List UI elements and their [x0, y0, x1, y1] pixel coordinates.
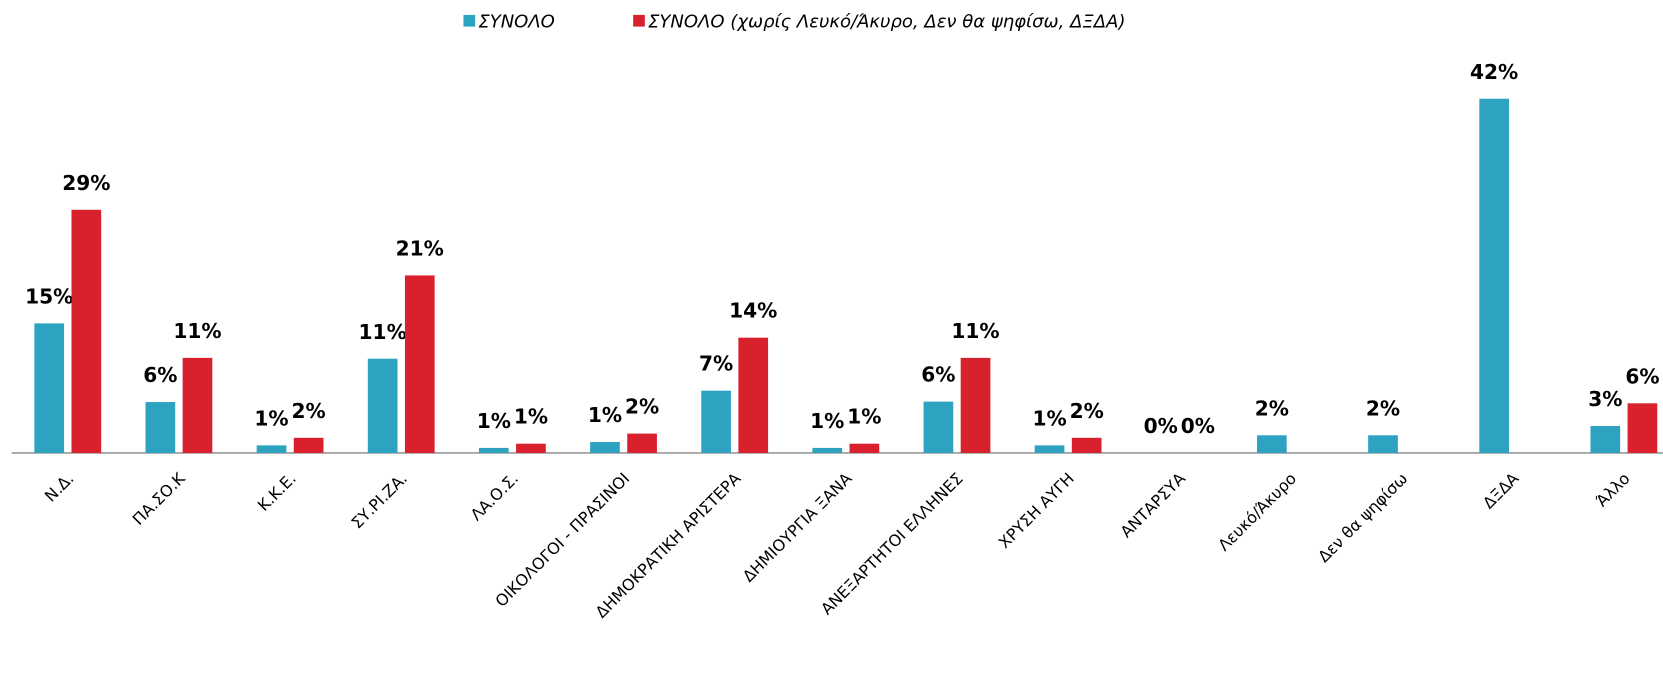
- bar: [367, 358, 398, 453]
- value-label: 6%: [143, 363, 177, 387]
- bar: [34, 323, 65, 453]
- bar: [1034, 445, 1065, 453]
- bar: [516, 443, 546, 453]
- value-label: 7%: [699, 352, 733, 376]
- value-label: 1%: [514, 405, 548, 429]
- legend-label: ΣΥΝΟΛΟ: [478, 11, 555, 32]
- value-label: 6%: [921, 363, 955, 387]
- value-label: 15%: [25, 284, 73, 308]
- value-label: 21%: [396, 236, 444, 260]
- bar: [1590, 426, 1621, 453]
- bar: [627, 433, 657, 453]
- value-label: 42%: [1470, 60, 1518, 84]
- bar: [738, 337, 769, 453]
- value-label: 11%: [173, 319, 221, 343]
- legend: ΣΥΝΟΛΟ ΣΥΝΟΛΟ (χωρίς Λευκό/Άκυρο, Δεν θα …: [463, 11, 1125, 32]
- bar: [1257, 435, 1287, 453]
- value-label: 1%: [477, 409, 511, 433]
- bar: [478, 447, 509, 453]
- value-label: 29%: [62, 171, 110, 195]
- bar: [812, 447, 843, 453]
- bar: [404, 275, 435, 453]
- bar: [71, 209, 102, 453]
- x-tick-label: Ν.Δ.: [41, 469, 78, 506]
- value-label: 2%: [1255, 396, 1289, 420]
- value-label: 11%: [359, 320, 407, 344]
- bar: [701, 390, 731, 453]
- x-tick-label: ΠΑ.ΣΟ.Κ: [129, 468, 189, 528]
- bar: [145, 402, 176, 453]
- bar: [849, 443, 880, 453]
- x-tick-label: ΑΝΤΑΡΣΥΑ: [1116, 469, 1189, 542]
- value-label: 2%: [1070, 399, 1104, 423]
- bar: [1368, 435, 1398, 453]
- x-tick-label: Λευκό/Άκυρο: [1214, 469, 1300, 555]
- x-tick-label: ΛΑ.Ο.Σ.: [467, 469, 522, 524]
- value-label: 11%: [951, 319, 999, 343]
- value-label: 1%: [1032, 406, 1066, 430]
- value-label: 3%: [1588, 387, 1622, 411]
- legend-swatch: [463, 14, 476, 27]
- bar: [256, 445, 287, 453]
- value-label: 2%: [292, 399, 326, 423]
- value-label: 6%: [1625, 364, 1659, 388]
- x-tick-label: ΔΗΜΙΟΥΡΓΙΑ ΞΑΝΑ: [739, 469, 856, 586]
- value-label: 1%: [847, 405, 881, 429]
- value-label: 2%: [1366, 396, 1400, 420]
- bar: [293, 437, 324, 453]
- x-tick-label: Κ.Κ.Ε.: [254, 469, 300, 515]
- bar: [923, 401, 954, 453]
- x-tick-label: Άλλο: [1592, 469, 1633, 510]
- value-label: 1%: [588, 403, 622, 427]
- value-label: 1%: [254, 406, 288, 430]
- value-label: 1%: [810, 409, 844, 433]
- legend-label: ΣΥΝΟΛΟ (χωρίς Λευκό/Άκυρο, Δεν θα ψηφίσω…: [648, 11, 1125, 32]
- bar: [182, 357, 213, 453]
- value-label: 14%: [729, 299, 777, 323]
- plot: Ν.Δ.15%29%ΠΑ.ΣΟ.Κ6%11%Κ.Κ.Ε.1% 2%ΣΥ.ΡΙ.ΖΑ…: [11, 60, 1663, 622]
- bar: [1627, 403, 1658, 453]
- value-label: 2%: [625, 395, 659, 419]
- x-tick-label: ΔΞΔΑ: [1479, 469, 1523, 513]
- value-label: 0%: [1181, 414, 1215, 438]
- x-tick-label: ΣΥ.ΡΙ.ΖΑ.: [347, 469, 411, 533]
- value-label: 0%: [1144, 414, 1178, 438]
- x-tick-label: ΧΡΥΣΗ ΑΥΓΗ: [995, 469, 1078, 552]
- bar: [1071, 437, 1102, 453]
- bar: [960, 357, 991, 453]
- legend-swatch: [633, 14, 645, 27]
- bar: [590, 442, 620, 453]
- x-tick-label: Δεν θα ψηφίσω: [1314, 469, 1411, 566]
- bar: [1479, 98, 1510, 453]
